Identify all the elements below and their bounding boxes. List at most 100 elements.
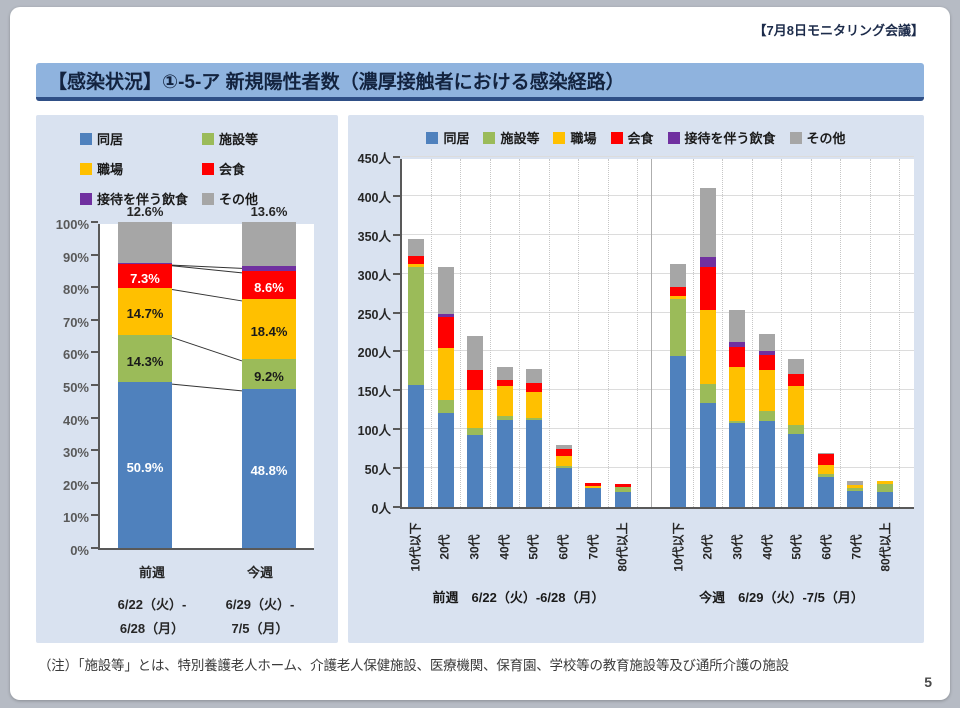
value-label-dining: 7.3% — [130, 270, 160, 286]
x-label-今週: 今週 6/29（火）- 7/5（月） — [206, 562, 314, 641]
segment-entertainment — [729, 342, 746, 347]
segment-other — [437, 267, 454, 315]
age-label: 40代 — [489, 509, 519, 585]
age-label-text: 80代以上 — [878, 522, 893, 572]
segment-facility — [876, 483, 893, 493]
y-tick-label: 0人 — [371, 502, 391, 516]
segment-workplace — [437, 348, 454, 401]
y-tick-label: 50人 — [364, 463, 391, 478]
segment-dining — [526, 383, 543, 392]
bar-slot — [461, 159, 491, 507]
right-chart-x-axis: 10代以下 20代 30代 40代 50代 60代 70代 80代以上 10代以下 20代 30代 4… — [348, 509, 924, 585]
bar-slot — [402, 159, 432, 507]
group-separator — [638, 159, 664, 507]
y-tick-label: 450人 — [357, 152, 391, 166]
y-tick — [393, 156, 400, 158]
segment-workplace — [699, 310, 716, 385]
legend-item-workplace: 職場 — [80, 159, 202, 178]
left-chart-legend: 同居 施設等 職場 会食 接待を伴う飲食 その他 — [36, 115, 338, 208]
segment-other — [729, 310, 746, 343]
gridline — [402, 156, 914, 157]
age-label-text: 80代以上 — [615, 522, 630, 572]
legend-item-dining: 会食 — [610, 128, 654, 147]
age-label-text: 50代 — [526, 534, 541, 560]
axis-gutter — [348, 509, 400, 585]
gridline — [402, 389, 914, 391]
stacked-bar-lastweek-5 — [555, 444, 572, 507]
y-tick-label: 0% — [70, 543, 89, 558]
segment-household — [699, 402, 716, 507]
segment-workplace — [118, 287, 172, 336]
segment-facility — [614, 486, 631, 493]
segment-workplace — [847, 485, 864, 489]
segment-household — [847, 490, 864, 507]
segment-household — [817, 476, 834, 507]
segment-other — [496, 367, 513, 381]
bar-slot — [753, 159, 782, 507]
segment-dining — [614, 483, 631, 487]
age-label: 50代 — [519, 509, 549, 585]
age-label: 50代 — [782, 509, 812, 585]
segment-dining — [729, 346, 746, 368]
segment-facility — [437, 400, 454, 413]
bar-slot — [841, 159, 871, 507]
bar-slots — [402, 159, 914, 507]
y-tick — [91, 351, 98, 354]
segment-household — [467, 434, 484, 507]
age-label-text: 70代 — [586, 534, 601, 560]
segment-facility — [467, 428, 484, 435]
date-range: 6/29（火）- — [225, 597, 295, 612]
y-tick-label: 250人 — [357, 307, 391, 322]
y-tick — [91, 318, 98, 321]
value-label-facility: 9.2% — [254, 368, 284, 384]
caption-spacer — [900, 587, 914, 606]
age-stacked-chart: 0人 50人 100人 150人 200人 250人 300人 350人 400人 450人 — [348, 152, 924, 516]
age-label-text: 70代 — [849, 534, 864, 560]
stacked-bar-lastweek-0 — [408, 238, 425, 507]
segment-entertainment — [242, 266, 296, 271]
bar-slot — [782, 159, 812, 507]
age-label-text: 20代 — [700, 534, 715, 560]
segment-household — [670, 356, 687, 507]
plot-right-padding — [900, 159, 914, 507]
footnote: （注）「施設等」とは、特別養護老人ホーム、介護老人保健施設、医療機関、保育園、学… — [38, 658, 789, 673]
bar-slot — [579, 159, 609, 507]
y-tick — [91, 221, 98, 223]
legend-swatch-facility — [202, 132, 214, 145]
legend-label: 施設等 — [219, 132, 259, 147]
segment-dining — [408, 255, 425, 264]
legend-label: 同居 — [97, 132, 124, 147]
legend-item-workplace: 職場 — [553, 128, 597, 147]
segment-dining — [118, 263, 172, 288]
stacked-bar-lastweek-6 — [585, 482, 602, 507]
segment-dining — [437, 317, 454, 349]
segment-facility — [758, 410, 775, 421]
segment-workplace — [555, 455, 572, 466]
segment-workplace — [526, 391, 543, 419]
segment-workplace — [876, 481, 893, 484]
gridline — [402, 311, 914, 313]
segment-dining — [467, 370, 484, 391]
segment-facility — [408, 266, 425, 385]
y-tick — [393, 428, 400, 431]
plot-right-padding — [900, 509, 914, 585]
y-tick-label: 100% — [55, 217, 89, 232]
page-title-text: 【感染状況】①-5-ア 新規陽性者数（濃厚接触者における感染経路） — [48, 71, 625, 93]
y-tick — [91, 416, 98, 419]
slide-page: 【7月8日モニタリング会議】 【感染状況】①-5-ア 新規陽性者数（濃厚接触者に… — [10, 7, 950, 700]
legend-label: 会食 — [627, 131, 654, 146]
week-captions: 前週 6/22（火）-6/28（月） 今週 6/29（火）-7/5（月） — [348, 587, 924, 606]
x-label-前週: 前週 6/22（火）- 6/28（月） — [98, 562, 206, 641]
segment-facility — [788, 425, 805, 434]
segment-facility — [496, 416, 513, 420]
segment-household — [614, 492, 631, 507]
page-number: 5 — [924, 674, 932, 690]
segment-workplace — [408, 263, 425, 267]
segment-household — [408, 384, 425, 507]
bar-slot — [871, 159, 900, 507]
date-range: 7/5（月） — [231, 621, 289, 637]
legend-item-other: その他 — [789, 128, 846, 147]
value-label-other: 12.6% — [126, 204, 164, 219]
segment-workplace — [585, 486, 602, 489]
legend-label: その他 — [806, 131, 846, 146]
